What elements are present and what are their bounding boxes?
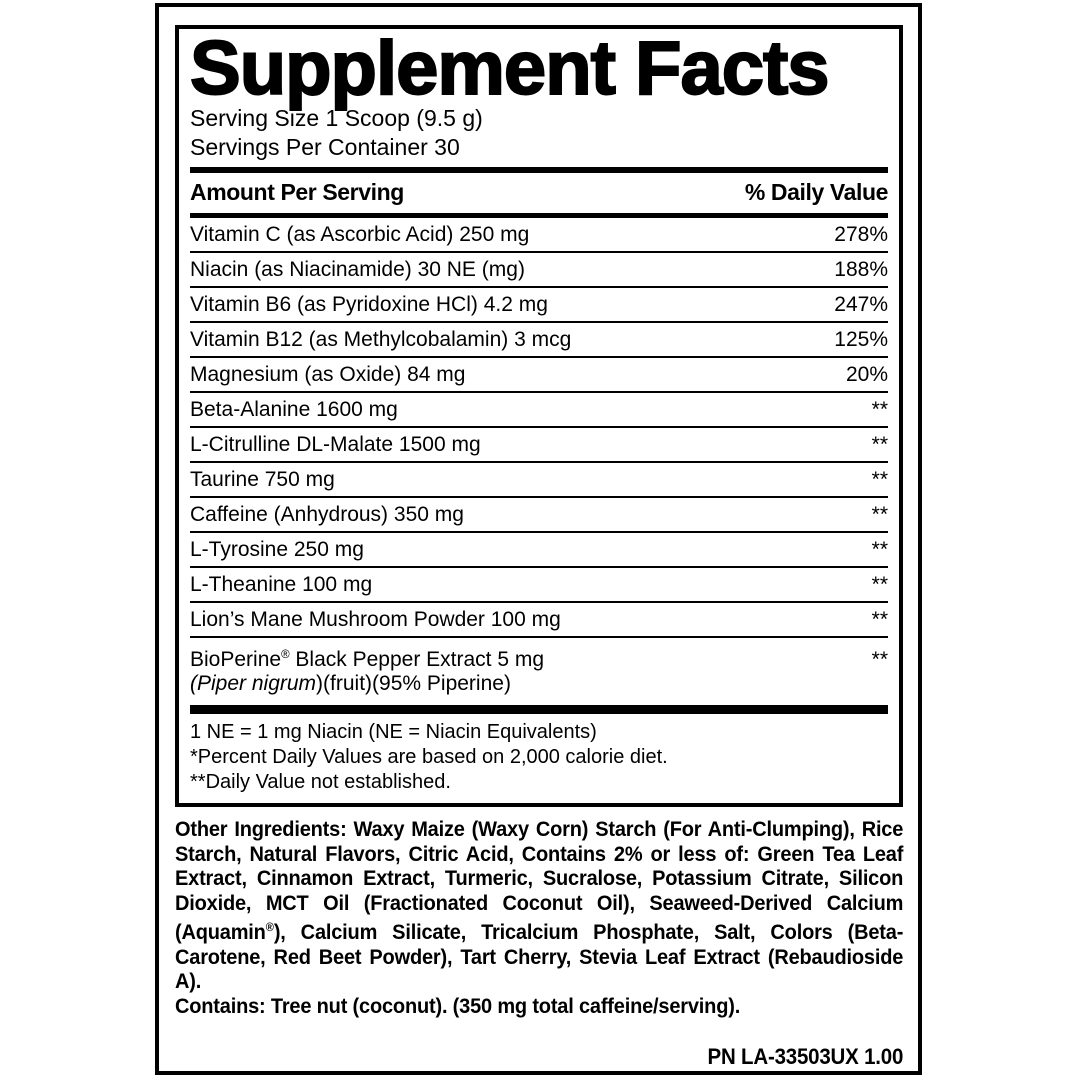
ingredient-name: Magnesium (as Oxide) 84 mg — [190, 363, 466, 386]
daily-value: 125% — [834, 328, 888, 351]
column-headers: Amount Per Serving % Daily Value — [190, 173, 888, 213]
table-row: BioPerine® Black Pepper Extract 5 mg (Pip… — [190, 638, 888, 705]
thick-divider-bottom — [190, 705, 888, 714]
footnotes: 1 NE = 1 mg Niacin (NE = Niacin Equivale… — [190, 714, 888, 798]
ingredient-name-line2: (Piper nigrum)(fruit)(95% Piperine) — [190, 672, 511, 695]
table-row: Vitamin B12 (as Methylcobalamin) 3 mcg 12… — [190, 323, 888, 358]
footnote-percent-daily-values: *Percent Daily Values are based on 2,000… — [190, 746, 668, 768]
daily-value: ** — [871, 503, 888, 526]
daily-value-header: % Daily Value — [744, 179, 889, 205]
ingredient-name: L-Tyrosine 250 mg — [190, 538, 364, 561]
daily-value: ** — [871, 398, 888, 421]
ingredient-name: Lion’s Mane Mushroom Powder 100 mg — [190, 608, 561, 631]
daily-value: 278% — [834, 223, 888, 246]
daily-value: 188% — [834, 258, 888, 281]
ingredient-name: Beta-Alanine 1600 mg — [190, 398, 398, 421]
table-row: Vitamin C (as Ascorbic Acid) 250 mg 278% — [190, 218, 888, 253]
ingredient-name: L-Theanine 100 mg — [190, 573, 373, 596]
table-row: Magnesium (as Oxide) 84 mg 20% — [190, 358, 888, 393]
daily-value: ** — [871, 648, 888, 671]
ingredient-name: L-Citrulline DL-Malate 1500 mg — [190, 433, 481, 456]
thick-divider-top — [190, 167, 888, 173]
part-number: PN LA-33503UX 1.00 — [707, 1044, 904, 1070]
daily-value: 20% — [845, 363, 888, 386]
footnote-niacin-equivalents: 1 NE = 1 mg Niacin (NE = Niacin Equivale… — [190, 721, 597, 743]
serving-size-line: Serving Size 1 Scoop (9.5 g) — [190, 105, 483, 131]
medium-divider-header — [190, 213, 888, 218]
supplement-facts-label: Supplement Facts Serving Size 1 Scoop (9… — [155, 3, 922, 1075]
table-row: L-Theanine 100 mg ** — [190, 568, 888, 603]
footnote-daily-value-not-established: **Daily Value not established. — [190, 771, 451, 793]
ingredient-name: Vitamin B6 (as Pyridoxine HCl) 4.2 mg — [190, 293, 548, 316]
ingredient-name: Niacin (as Niacinamide) 30 NE (mg) — [190, 258, 525, 281]
table-row: Niacin (as Niacinamide) 30 NE (mg) 188% — [190, 253, 888, 288]
ingredient-name: Taurine 750 mg — [190, 468, 335, 491]
amount-per-serving-header: Amount Per Serving — [190, 179, 404, 205]
facts-table: Vitamin C (as Ascorbic Acid) 250 mg 278% N… — [190, 218, 888, 705]
ingredient-name: BioPerine® Black Pepper Extract 5 mg (Pip… — [190, 648, 545, 695]
ingredient-name: Vitamin C (as Ascorbic Acid) 250 mg — [190, 223, 530, 246]
daily-value: ** — [871, 608, 888, 631]
lower-text-block: Other Ingredients: Waxy Maize (Waxy Corn… — [175, 817, 903, 1070]
table-row: Beta-Alanine 1600 mg ** — [190, 393, 888, 428]
daily-value: 247% — [834, 293, 888, 316]
contains-statement: Contains: Tree nut (coconut). (350 mg to… — [175, 993, 741, 1018]
table-row: Lion’s Mane Mushroom Powder 100 mg ** — [190, 603, 888, 638]
table-row: L-Citrulline DL-Malate 1500 mg ** — [190, 428, 888, 463]
daily-value: ** — [871, 538, 888, 561]
other-ingredients-paragraph: Other Ingredients: Waxy Maize (Waxy Corn… — [175, 817, 904, 994]
table-row: Taurine 750 mg ** — [190, 463, 888, 498]
table-row: Vitamin B6 (as Pyridoxine HCl) 4.2 mg 247… — [190, 288, 888, 323]
daily-value: ** — [871, 433, 888, 456]
daily-value: ** — [871, 468, 888, 491]
daily-value: ** — [871, 573, 888, 596]
servings-per-container-line: Servings Per Container 30 — [190, 134, 460, 160]
table-row: Caffeine (Anhydrous) 350 mg ** — [190, 498, 888, 533]
table-row: L-Tyrosine 250 mg ** — [190, 533, 888, 568]
ingredient-name: Vitamin B12 (as Methylcobalamin) 3 mcg — [190, 328, 572, 351]
facts-panel: Supplement Facts Serving Size 1 Scoop (9… — [175, 25, 903, 807]
facts-title: Supplement Facts — [189, 26, 831, 111]
ingredient-name: Caffeine (Anhydrous) 350 mg — [190, 503, 464, 526]
serving-info: Serving Size 1 Scoop (9.5 g) Servings Pe… — [190, 104, 888, 162]
